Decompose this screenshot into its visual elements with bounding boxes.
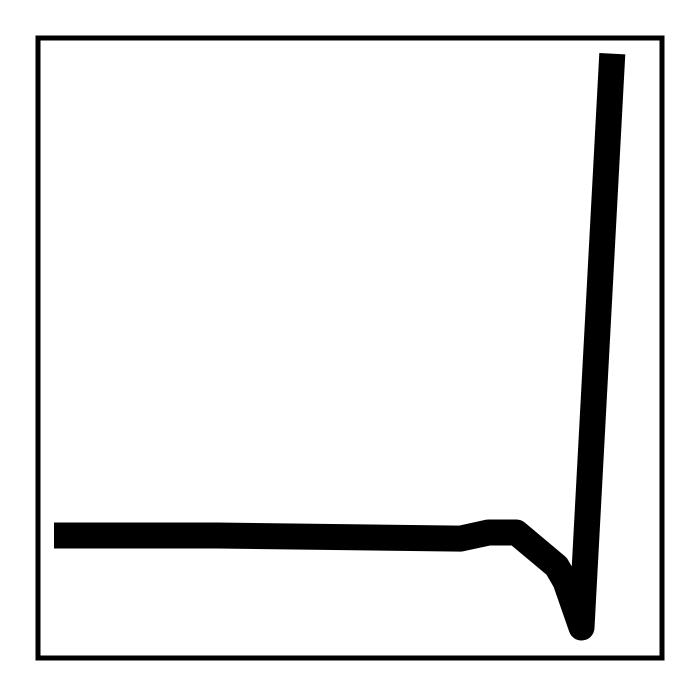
series-line-1: [54, 53, 626, 641]
series-layer: [54, 53, 626, 641]
plot-frame: [35, 35, 665, 661]
